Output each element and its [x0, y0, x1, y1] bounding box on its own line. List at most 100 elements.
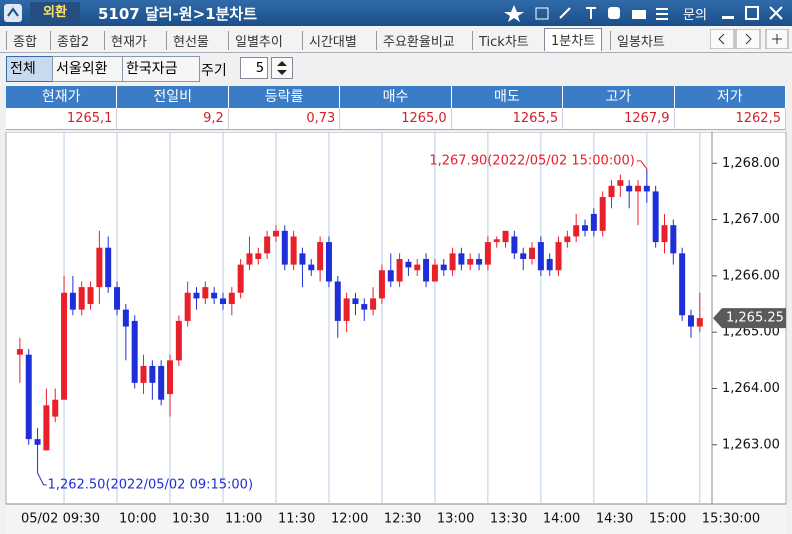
quote-value: 1267,9	[563, 108, 675, 130]
tab-scroll[interactable]	[710, 29, 790, 49]
candle-body	[219, 298, 226, 305]
candle-body	[511, 236, 518, 254]
quote-header: 현재가	[6, 86, 118, 108]
candle-body	[626, 185, 633, 192]
quote-header: 전일비	[117, 86, 229, 108]
inquiry[interactable]: 문의	[683, 8, 707, 23]
period-spinner[interactable]	[271, 57, 295, 81]
annotation: 1,262.50(2022/05/02 09:15:00)	[48, 477, 253, 492]
quote-header: 매수	[340, 86, 452, 108]
candle-body	[352, 298, 359, 305]
filter-button[interactable]: 한국자금	[122, 56, 200, 82]
candle-body	[617, 180, 624, 186]
candle-body	[687, 315, 694, 327]
candle-body	[122, 309, 129, 327]
candle-body	[564, 236, 571, 243]
tab[interactable]: 종합2	[50, 31, 95, 50]
filter-button[interactable]: 전체	[6, 56, 54, 82]
candle-body	[343, 298, 350, 321]
candle-body	[361, 304, 368, 310]
app-icon	[4, 4, 22, 22]
tab[interactable]: Tick차트	[472, 31, 535, 50]
candle-body	[272, 230, 279, 237]
quote-value: 1265,5	[451, 108, 564, 130]
candle-body	[476, 258, 483, 265]
window-controls[interactable]	[720, 4, 790, 22]
tab[interactable]: 종합	[6, 31, 43, 50]
candle-body	[537, 242, 544, 271]
x-tick-label: 15:30:00	[702, 512, 760, 527]
candle-body	[493, 239, 500, 243]
candle-body	[237, 264, 244, 293]
candle-body	[78, 287, 85, 310]
candle-body	[582, 225, 589, 231]
candle-body	[529, 247, 536, 259]
candle-body	[405, 261, 412, 268]
x-tick-label: 11:00	[225, 512, 262, 527]
quote-value: 0,73	[228, 108, 341, 130]
window-tab[interactable]: 외환	[30, 2, 80, 24]
y-tick-label: 1,263.00	[722, 437, 780, 452]
candle-body	[228, 292, 235, 305]
candle-body	[643, 185, 650, 192]
candle-body	[105, 247, 112, 288]
toolbar-icons	[504, 5, 668, 22]
x-tick-label: 12:30	[384, 512, 421, 527]
candle-body	[414, 264, 421, 271]
quote-header: 등락률	[228, 86, 341, 108]
tab[interactable]: 시간대별	[302, 31, 363, 50]
candle-body	[458, 253, 465, 265]
y-tick-label: 1,267.00	[722, 212, 780, 227]
candle-body	[34, 439, 41, 445]
annotation-leader	[37, 472, 47, 486]
title-bar: 외환 5107 달러-원>1분차트 문의	[0, 0, 792, 26]
tab[interactable]: 일별추이	[228, 31, 289, 50]
tab[interactable]: 1분차트	[544, 28, 603, 51]
candle-body	[96, 247, 103, 288]
x-tick-label: 14:30	[596, 512, 633, 527]
x-tick-label: 13:30	[490, 512, 527, 527]
candle-body	[193, 292, 200, 299]
candle-body	[246, 253, 253, 265]
tab[interactable]: 주요환율비교	[376, 31, 461, 50]
candle-body	[378, 270, 385, 299]
quote-value: 9,2	[117, 108, 229, 130]
quote-value: 1262,5	[674, 108, 786, 130]
filter-button[interactable]: 서울외환	[52, 56, 124, 82]
candle-body	[202, 287, 209, 299]
candle-body	[69, 292, 76, 310]
price-marker	[713, 308, 786, 329]
candle-body	[696, 318, 703, 327]
quote-header: 저가	[674, 86, 786, 108]
tab[interactable]: 일봉차트	[610, 31, 671, 50]
candle-body	[599, 197, 606, 231]
candle-body	[140, 365, 147, 383]
candle-body	[114, 287, 121, 310]
candle-body	[16, 349, 23, 355]
candle-body	[661, 225, 668, 243]
candle-body	[317, 242, 324, 271]
candle-body	[264, 236, 271, 254]
candle-body	[184, 292, 191, 321]
x-tick-label: 10:00	[119, 512, 156, 527]
candle-body	[608, 185, 615, 198]
candle-body	[167, 360, 174, 395]
candle-body	[679, 253, 686, 316]
tab[interactable]: 현재가	[104, 31, 153, 50]
candle-body	[308, 264, 315, 271]
candle-body	[555, 242, 562, 271]
candle-body	[652, 191, 659, 243]
candle-body	[158, 365, 165, 400]
tab[interactable]: 현선물	[166, 31, 215, 50]
annotation: 1,267.90(2022/05/02 15:00:00)	[429, 153, 634, 168]
period-input[interactable]: 5	[240, 57, 268, 79]
x-tick-label: 13:00	[437, 512, 474, 527]
candle-body	[52, 399, 59, 417]
y-tick-label: 1,266.00	[722, 268, 780, 283]
candle-body	[255, 253, 262, 259]
x-tick-label: 11:30	[278, 512, 315, 527]
candle-body	[670, 225, 677, 254]
chart: 05/02 09:30 10:00 10:30 11:00 11:30 12:00 12:3…	[5, 132, 787, 534]
candle-body	[546, 258, 553, 271]
